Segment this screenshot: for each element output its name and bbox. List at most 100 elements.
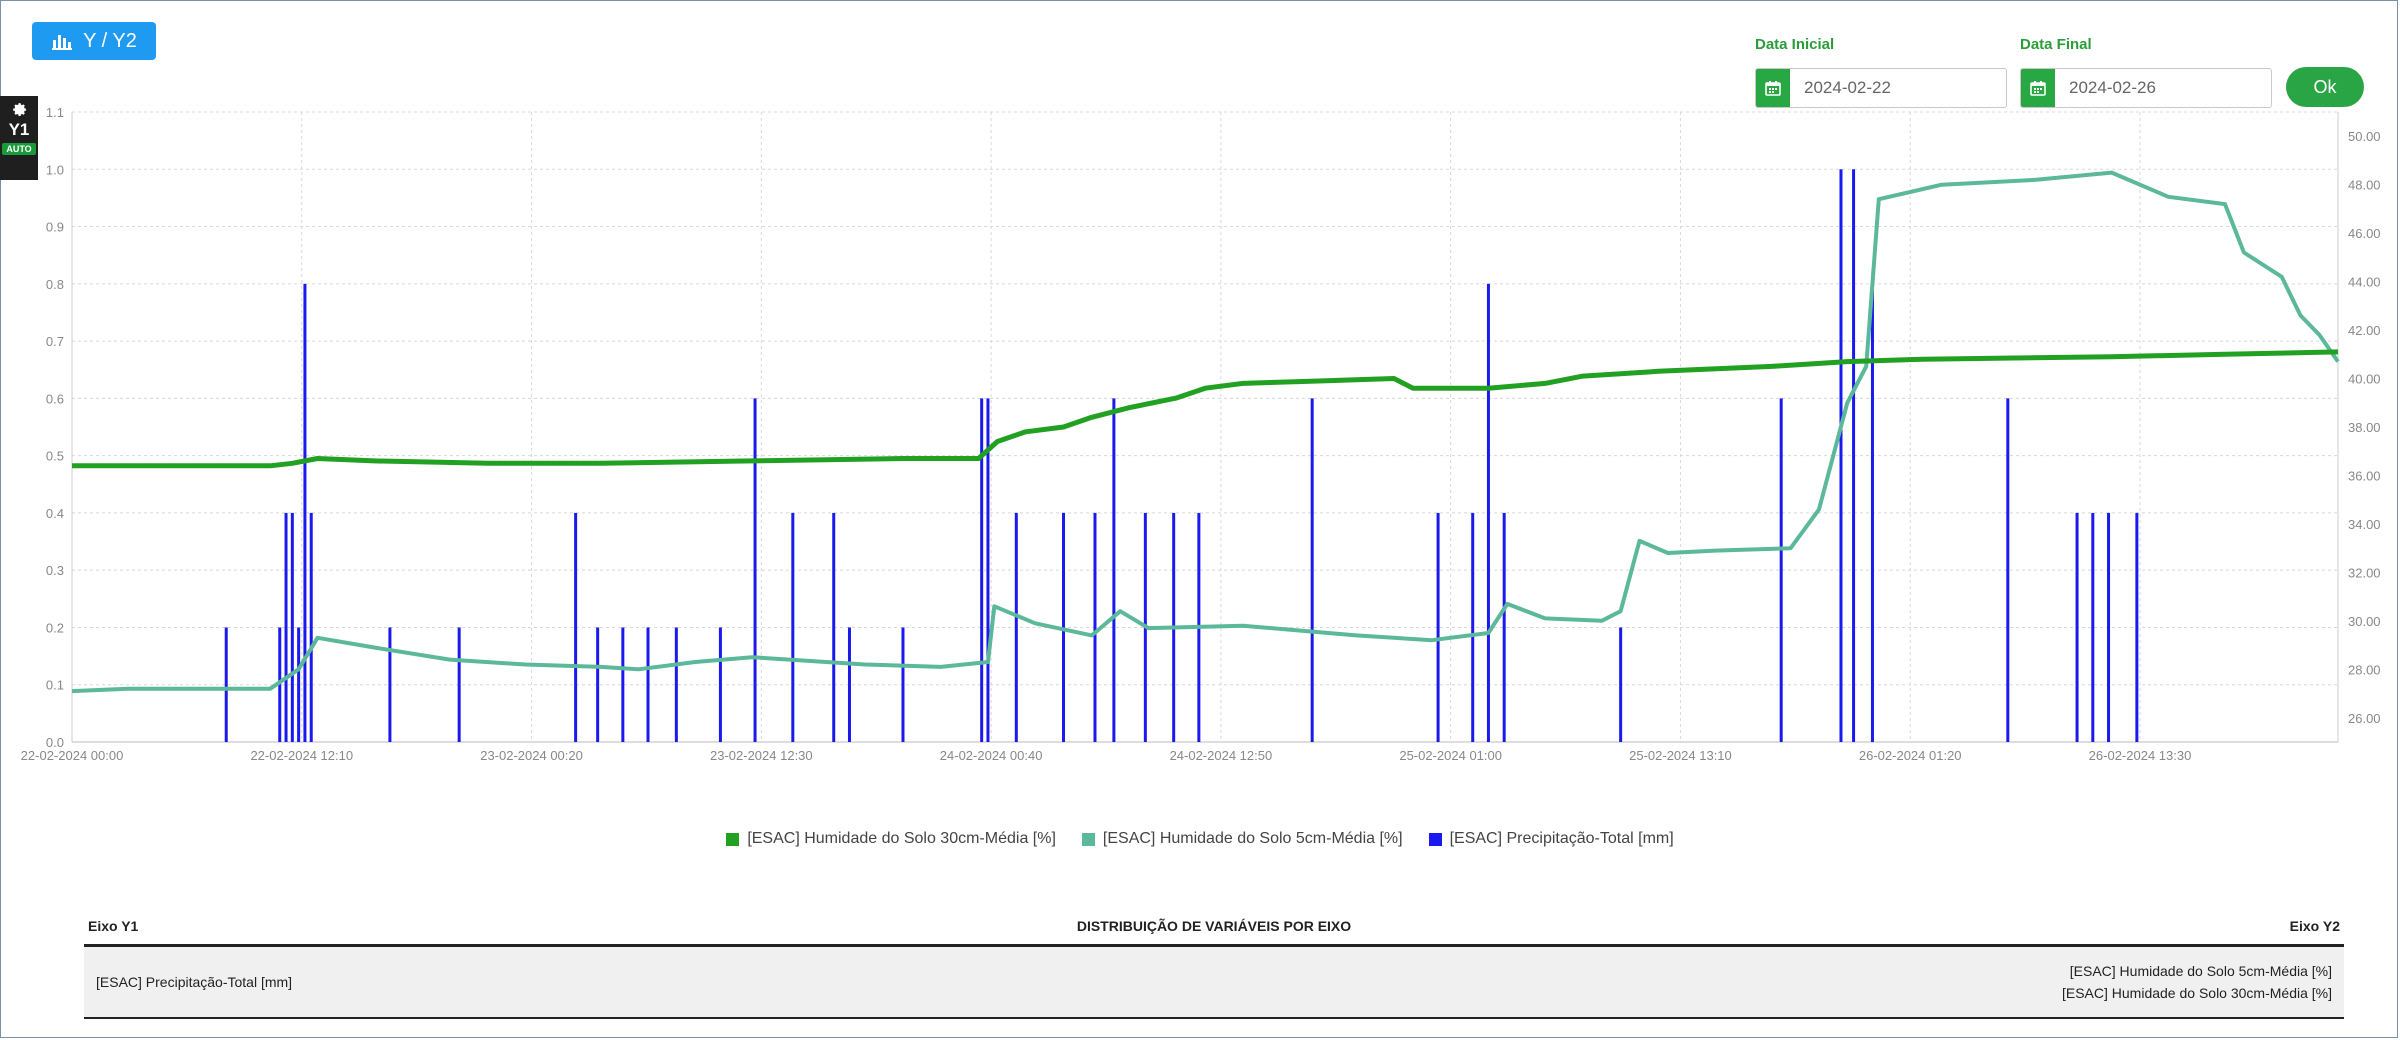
x-tick-label: 23-02-2024 12:30	[710, 748, 813, 763]
precipitation-bar[interactable]	[388, 627, 392, 742]
precipitation-bar[interactable]	[986, 398, 990, 742]
start-date-group: Data Inicial	[1755, 36, 2007, 108]
precipitation-bar[interactable]	[1112, 398, 1116, 742]
precipitation-bar[interactable]	[621, 627, 625, 742]
end-date-field[interactable]	[2020, 68, 2272, 108]
precipitation-bar[interactable]	[1093, 512, 1097, 742]
y-right-tick-label: 42.00	[2348, 323, 2381, 338]
precipitation-bar[interactable]	[457, 627, 461, 742]
precipitation-bar[interactable]	[290, 512, 294, 742]
y-left-tick-label: 0.5	[46, 449, 64, 464]
legend-label-5cm: [ESAC] Humidade do Solo 5cm-Média [%]	[1102, 830, 1403, 847]
precipitation-bar[interactable]	[2006, 398, 2010, 742]
precipitation-bar[interactable]	[224, 627, 228, 742]
precipitation-bar[interactable]	[2075, 512, 2079, 742]
precipitation-bar[interactable]	[646, 627, 650, 742]
legend-label-30cm: [ESAC] Humidade do Solo 30cm-Média [%]	[747, 830, 1056, 847]
y-right-tick-label: 32.00	[2348, 565, 2381, 580]
y-left-tick-label: 0.4	[46, 506, 64, 521]
bar-chart-icon	[52, 35, 73, 50]
precipitation-bar[interactable]	[1870, 283, 1874, 742]
precipitation-bar[interactable]	[596, 627, 600, 742]
calendar-icon[interactable]	[1756, 69, 1790, 107]
end-date-input[interactable]	[2055, 69, 2271, 107]
axis-distribution-table: Eixo Y1 DISTRIBUIÇÃO DE VARIÁVEIS POR EI…	[84, 912, 2344, 1019]
precipitation-bar[interactable]	[674, 627, 678, 742]
precipitation-bar[interactable]	[753, 398, 757, 742]
precipitation-bar[interactable]	[284, 512, 288, 742]
left-axis-variable: [ESAC] Precipitação-Total [mm]	[96, 974, 293, 990]
precipitation-bar[interactable]	[2135, 512, 2139, 742]
precipitation-bar[interactable]	[297, 627, 301, 742]
precipitation-bar[interactable]	[309, 512, 313, 742]
distribution-header-row: Eixo Y1 DISTRIBUIÇÃO DE VARIÁVEIS POR EI…	[84, 912, 2344, 947]
y-left-tick-label: 0.6	[46, 391, 64, 406]
x-tick-label: 24-02-2024 00:40	[940, 748, 1043, 763]
x-tick-label: 26-02-2024 13:30	[2089, 748, 2192, 763]
x-tick-label: 22-02-2024 00:00	[21, 748, 124, 763]
y-left-tick-label: 0.2	[46, 620, 64, 635]
precipitation-bar[interactable]	[1779, 398, 1783, 742]
series-line-30cm[interactable]	[72, 349, 2339, 469]
y-left-tick-label: 0.1	[46, 678, 64, 693]
precipitation-bar[interactable]	[1436, 512, 1440, 742]
y-left-tick-label: 0.7	[46, 334, 64, 349]
legend-swatch-30cm	[726, 832, 740, 846]
precipitation-bar[interactable]	[1310, 398, 1314, 742]
axis-settings-panel: Y1 AUTO	[0, 96, 38, 180]
precipitation-bar[interactable]	[1471, 512, 1475, 742]
y-left-tick-label: 1.1	[46, 105, 64, 120]
y-left-tick-label: 0.8	[46, 277, 64, 292]
precipitation-bar[interactable]	[980, 398, 984, 742]
y-right-tick-label: 34.00	[2348, 517, 2381, 532]
x-tick-label: 22-02-2024 12:10	[250, 748, 353, 763]
precipitation-bar[interactable]	[574, 512, 578, 742]
y-right-tick-label: 40.00	[2348, 372, 2381, 387]
precipitation-bar[interactable]	[2107, 512, 2111, 742]
precipitation-bar[interactable]	[1839, 169, 1843, 743]
end-date-label: Data Final	[2020, 36, 2092, 53]
chart-legend: [ESAC] Humidade do Solo 30cm-Média [%] […	[0, 830, 2400, 848]
ok-button[interactable]: Ok	[2286, 67, 2364, 107]
series-line-5cm[interactable]	[71, 170, 2340, 694]
precipitation-bar[interactable]	[1502, 512, 1506, 742]
precipitation-bar[interactable]	[718, 627, 722, 742]
x-tick-label: 24-02-2024 12:50	[1170, 748, 1273, 763]
left-axis-header: Eixo Y1	[88, 918, 139, 934]
precipitation-bar[interactable]	[832, 512, 836, 742]
start-date-field[interactable]	[1755, 68, 2007, 108]
start-date-input[interactable]	[1790, 69, 2006, 107]
precipitation-bar[interactable]	[1619, 627, 1623, 742]
gear-icon[interactable]	[10, 100, 28, 118]
precipitation-bar[interactable]	[303, 283, 307, 742]
axis-toggle-button[interactable]: Y / Y2	[32, 22, 156, 60]
legend-item-precip[interactable]: [ESAC] Precipitação-Total [mm]	[1428, 830, 1674, 848]
calendar-icon[interactable]	[2021, 69, 2055, 107]
end-date-group: Data Final	[2020, 36, 2272, 108]
y-right-tick-label: 44.00	[2348, 275, 2381, 290]
left-axis-variables: [ESAC] Precipitação-Total [mm]	[96, 974, 292, 990]
x-tick-label: 25-02-2024 13:10	[1629, 748, 1732, 763]
y-left-tick-label: 0.9	[46, 220, 64, 235]
start-date-label: Data Inicial	[1755, 36, 1835, 53]
x-tick-label: 23-02-2024 00:20	[480, 748, 583, 763]
precipitation-bar[interactable]	[278, 627, 282, 742]
distribution-row: [ESAC] Precipitação-Total [mm] [ESAC] Hu…	[84, 947, 2344, 1019]
y-right-tick-label: 46.00	[2348, 226, 2381, 241]
y-right-tick-label: 36.00	[2348, 468, 2381, 483]
right-axis-variable: [ESAC] Humidade do Solo 30cm-Média [%]	[2061, 985, 2332, 1001]
precipitation-bar[interactable]	[901, 627, 905, 742]
precipitation-bar[interactable]	[1486, 283, 1490, 742]
precipitation-bar[interactable]	[1014, 512, 1018, 742]
legend-item-30cm[interactable]: [ESAC] Humidade do Solo 30cm-Média [%]	[726, 830, 1056, 848]
precipitation-bar[interactable]	[791, 512, 795, 742]
legend-item-5cm[interactable]: [ESAC] Humidade do Solo 5cm-Média [%]	[1081, 830, 1403, 848]
precipitation-bar[interactable]	[1852, 169, 1856, 743]
precipitation-bar[interactable]	[2091, 512, 2095, 742]
precipitation-bar[interactable]	[847, 627, 851, 742]
auto-scale-badge[interactable]: AUTO	[2, 143, 36, 155]
y-right-tick-label: 38.00	[2348, 420, 2381, 435]
axis-y1-label: Y1	[8, 120, 30, 139]
axis-toggle-label: Y / Y2	[83, 29, 137, 52]
y-right-tick-label: 30.00	[2348, 614, 2381, 629]
